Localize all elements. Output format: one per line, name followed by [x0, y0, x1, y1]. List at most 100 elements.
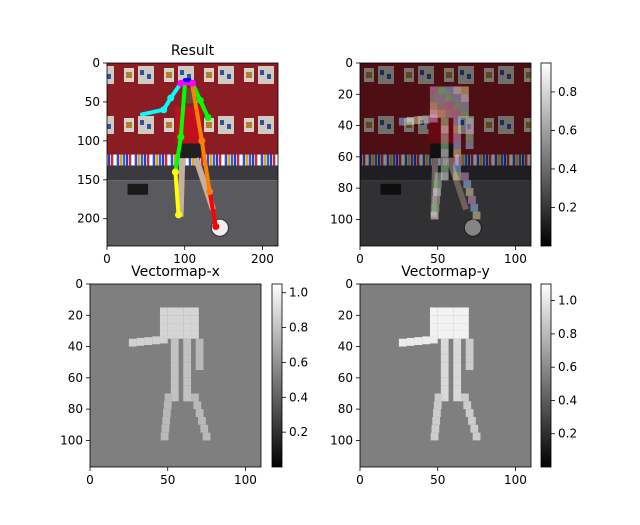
- heatmap-cell: [159, 315, 168, 324]
- heatmap-cell: [465, 188, 474, 196]
- skeleton-joint: [204, 114, 212, 122]
- heatmap-cell: [440, 338, 449, 347]
- heatmap-cell: [465, 409, 474, 417]
- colorbar-tick-label: 0.8: [558, 85, 577, 99]
- heatmap-cell: [429, 86, 438, 95]
- heatmap-cell: [398, 338, 407, 347]
- heatmap-cell: [429, 307, 438, 316]
- heatmap-cell: [170, 370, 179, 378]
- heatmap-cell: [163, 401, 172, 410]
- plot-area: [359, 62, 532, 247]
- heatmap-cell: [465, 133, 474, 142]
- colorbar-tick-label: 0.6: [558, 123, 577, 137]
- colorbar-tick-label: 0.8: [289, 321, 308, 335]
- heatmap-cell: [183, 338, 192, 347]
- heatmap-cell: [183, 315, 192, 324]
- heatmap-cell: [159, 323, 168, 331]
- heatmap-cell: [437, 102, 446, 110]
- heatmap-cell: [470, 203, 479, 212]
- y-tick-label: 20: [68, 308, 83, 322]
- y-tick-label: 60: [338, 371, 353, 385]
- heatmap-cell: [195, 362, 204, 371]
- y-tick-label: 100: [77, 134, 100, 148]
- heatmap-cell: [414, 337, 423, 345]
- plot-area: [106, 62, 279, 247]
- heatmap-cell: [152, 336, 160, 345]
- heatmap-cell: [463, 401, 472, 410]
- heatmap-cell: [429, 330, 438, 339]
- y-tick-label: 100: [330, 212, 353, 226]
- heatmap-cell: [183, 385, 192, 394]
- heatmap-cell: [437, 94, 446, 103]
- skeleton-joint: [212, 223, 220, 231]
- heatmap-cell: [453, 156, 462, 165]
- colorbar-tick-label: 0.2: [558, 427, 577, 441]
- heatmap-cell: [432, 416, 441, 425]
- axes-frame: [359, 62, 532, 247]
- y-tick-label: 0: [75, 277, 83, 291]
- heatmap-cell: [437, 330, 446, 339]
- heatmap-cell: [453, 172, 462, 181]
- y-tick-label: 80: [68, 402, 83, 416]
- heatmap-cell: [461, 393, 469, 402]
- y-tick-label: 50: [85, 95, 100, 109]
- x-tick-label: 200: [251, 252, 274, 266]
- heatmap-cell: [437, 86, 446, 95]
- heatmap-cell: [183, 393, 192, 402]
- heatmap-cell: [202, 432, 211, 441]
- x-tick-label: 100: [504, 252, 527, 266]
- skeleton-joint: [171, 168, 179, 176]
- leg: [446, 157, 469, 211]
- heatmap-cell: [167, 330, 176, 339]
- heatmap-cell: [440, 377, 449, 386]
- heatmap-cell: [175, 315, 184, 324]
- heatmap-cell: [453, 370, 462, 378]
- heatmap-cell: [453, 164, 462, 173]
- heatmap-cell: [445, 86, 454, 95]
- subplot-3: 0 50 100 0 20 40 60 80 100 Vectormap-y 0.2 0.4 0.6 0.…: [330, 264, 577, 487]
- heatmap-cell: [164, 393, 173, 402]
- x-tick-label: 0: [356, 473, 364, 487]
- heatmap-cell: [167, 323, 176, 331]
- heatmap-cell: [183, 370, 192, 378]
- skeleton-joint: [175, 211, 183, 219]
- heatmap-cell: [163, 409, 171, 417]
- heatmap-cell: [453, 362, 462, 371]
- heatmap-cell: [453, 109, 462, 118]
- heatmap-cell: [159, 307, 168, 316]
- heatmap-cell: [440, 117, 449, 126]
- heatmap-cell: [453, 102, 462, 110]
- heatmap-cell: [440, 370, 449, 378]
- y-tick-label: 60: [338, 150, 353, 164]
- heatmap-cell: [453, 125, 462, 134]
- heatmap-cell: [144, 337, 153, 345]
- heatmap-cell: [195, 354, 204, 363]
- heatmap-cell: [430, 211, 439, 220]
- heatmap-cell: [433, 180, 442, 189]
- heatmap-cell: [191, 330, 199, 339]
- heatmap-cell: [162, 416, 171, 425]
- axes-frame: [359, 283, 532, 468]
- heatmap-cell: [167, 315, 176, 324]
- heatmap-cell: [191, 307, 199, 316]
- heatmap-cell: [429, 335, 438, 344]
- heatmap-cell: [440, 141, 449, 150]
- x-tick-label: 100: [504, 473, 527, 487]
- skeleton-joint: [160, 106, 168, 114]
- heatmap-cell: [183, 307, 192, 316]
- heatmap-cell: [161, 424, 170, 433]
- y-tick-label: 40: [338, 340, 353, 354]
- y-tick-label: 150: [77, 173, 100, 187]
- heatmap-cell: [440, 125, 449, 134]
- skeleton-bone: [207, 189, 218, 229]
- heatmap-cell: [453, 346, 462, 355]
- heatmap-cell: [200, 424, 209, 433]
- x-tick-label: 0: [86, 473, 94, 487]
- y-tick-label: 40: [68, 340, 83, 354]
- colorbar-tick-label: 0.8: [558, 327, 577, 341]
- skeleton-joint: [177, 133, 185, 141]
- skeleton-bone: [178, 84, 187, 139]
- heatmap-cell: [167, 307, 176, 316]
- heatmap-cell: [465, 362, 474, 371]
- subplot-0: 0 100 200 0 50 100 150 200 Result: [77, 43, 279, 266]
